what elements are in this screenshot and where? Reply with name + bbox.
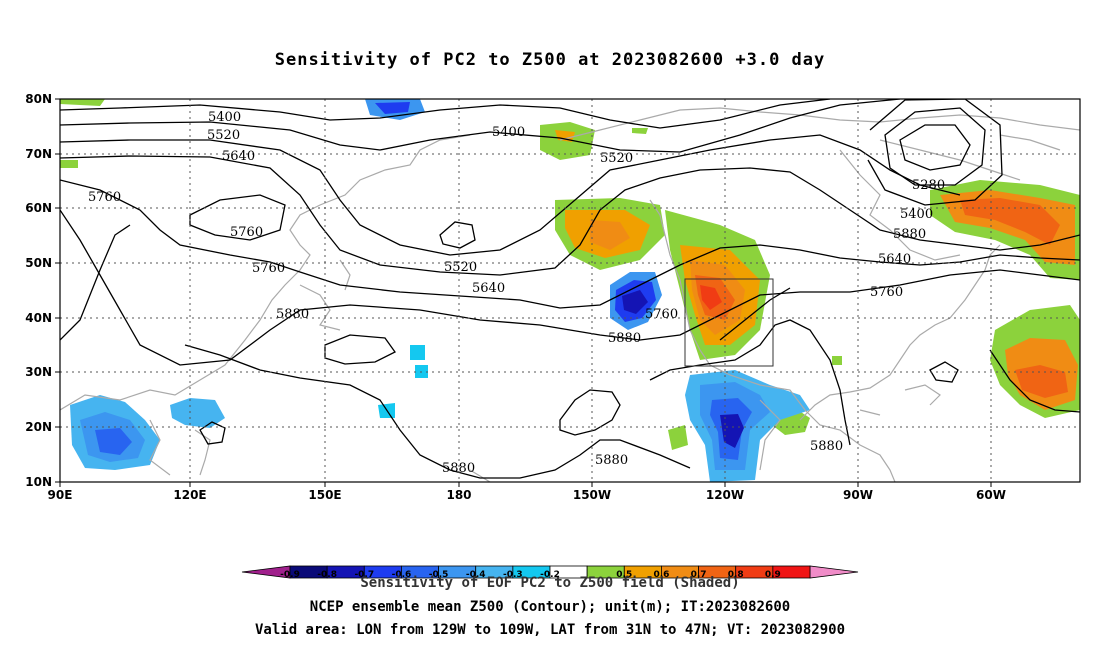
colorbar-label: 0.8 xyxy=(728,570,744,580)
contour-label: 5400 xyxy=(900,207,933,222)
colorbar-label: -0.9 xyxy=(280,570,300,580)
contour-label: 5760 xyxy=(870,285,903,300)
tick-marks xyxy=(55,98,992,487)
contour-label: 5880 xyxy=(608,331,641,346)
z500-contours xyxy=(60,99,1080,479)
contour-label: 5760 xyxy=(88,190,121,205)
contour-label: 5760 xyxy=(645,307,678,322)
contour-label: 5400 xyxy=(492,125,525,140)
caption-contour: NCEP ensemble mean Z500 (Contour); unit(… xyxy=(309,599,791,615)
lat-label: 80N xyxy=(25,92,52,106)
contour-label: 5880 xyxy=(893,227,926,242)
grid xyxy=(60,99,1080,482)
colorbar-label: 0.9 xyxy=(765,570,781,580)
lat-label: 20N xyxy=(25,420,52,434)
negative-sensitivity-shading xyxy=(70,99,810,482)
colorbar-swatch xyxy=(772,565,811,579)
caption-shading: Sensitivity of EOF PC2 to Z500 field (Sh… xyxy=(360,575,740,591)
contour-label: 5640 xyxy=(878,252,911,267)
lon-label: 150E xyxy=(308,488,341,502)
lon-label: 120W xyxy=(706,488,744,502)
contour-label: 5640 xyxy=(472,281,505,296)
lat-label: 40N xyxy=(25,311,52,325)
contour-label: 5520 xyxy=(444,260,477,275)
colorbar-label: -0.6 xyxy=(392,570,412,580)
colorbar-label: -0.3 xyxy=(503,570,523,580)
colorbar-label: -0.7 xyxy=(354,570,374,580)
colorbar-label: -0.4 xyxy=(466,570,486,580)
contour-label: 5520 xyxy=(600,151,633,166)
colorbar-label: -0.5 xyxy=(429,570,449,580)
colorbar-label: -0.2 xyxy=(540,570,560,580)
lat-label: 70N xyxy=(25,147,52,161)
contour-label: 5640 xyxy=(222,149,255,164)
colorbar-label: -0.8 xyxy=(317,570,337,580)
lat-label: 50N xyxy=(25,256,52,270)
lon-label: 60W xyxy=(976,488,1006,502)
valid-area-box xyxy=(684,278,774,367)
colorbar-label: 0.7 xyxy=(691,570,707,580)
lon-label: 120E xyxy=(173,488,206,502)
caption-valid-area: Valid area: LON from 129W to 109W, LAT f… xyxy=(254,622,845,638)
colorbar-label: 0.6 xyxy=(653,570,669,580)
lon-label: 90E xyxy=(48,488,73,502)
lon-label: 150W xyxy=(573,488,611,502)
contour-labels: 5400 5400 5520 5520 5520 5640 5640 5640 … xyxy=(88,110,945,476)
contour-label: 5280 xyxy=(912,178,945,193)
lon-label: 180 xyxy=(446,488,471,502)
contour-label: 5880 xyxy=(810,439,843,454)
lon-label: 90W xyxy=(843,488,873,502)
colorbar-label: 0.5 xyxy=(616,570,632,580)
contour-label: 5880 xyxy=(595,453,628,468)
lat-label: 30N xyxy=(25,365,52,379)
latitude-labels: 80N 70N 60N 50N 40N 30N 20N 10N xyxy=(25,92,52,489)
chart-title: Sensitivity of PC2 to Z500 at 2023082600… xyxy=(274,50,826,70)
contour-label: 5520 xyxy=(207,128,240,143)
contour-label: 5760 xyxy=(252,261,285,276)
lat-label: 10N xyxy=(25,475,52,489)
plot-frame xyxy=(59,98,1081,483)
contour-label: 5880 xyxy=(276,307,309,322)
contour-label: 5880 xyxy=(442,461,475,476)
lat-label: 60N xyxy=(25,201,52,215)
contour-label: 5400 xyxy=(208,110,241,125)
colorbar: -0.9 -0.8 -0.7 -0.6 -0.5 -0.4 -0.3 -0.2 0.5 0.6 0.… xyxy=(241,565,859,580)
contour-label: 5760 xyxy=(230,225,263,240)
longitude-labels: 90E 120E 150E 180 150W 120W 90W 60W xyxy=(48,488,1006,502)
